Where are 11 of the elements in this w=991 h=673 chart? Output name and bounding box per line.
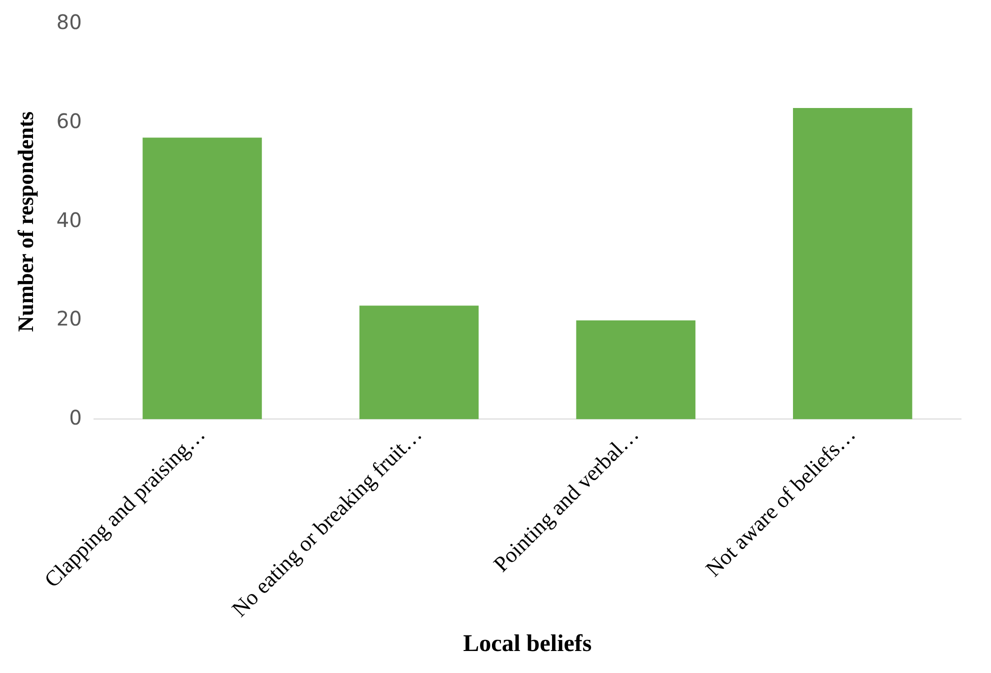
y-axis-title: Number of respondents	[12, 110, 38, 332]
y-tick-label: 20	[56, 306, 82, 331]
bar	[792, 108, 912, 420]
bar	[142, 138, 262, 420]
bar	[576, 320, 696, 420]
y-tick-label: 40	[56, 208, 82, 232]
y-tick-label: 60	[56, 109, 82, 134]
y-tick-label: 0	[69, 405, 82, 430]
bar	[359, 306, 479, 420]
y-tick-label: 80	[56, 10, 82, 34]
x-axis-title: Local beliefs	[463, 630, 592, 657]
